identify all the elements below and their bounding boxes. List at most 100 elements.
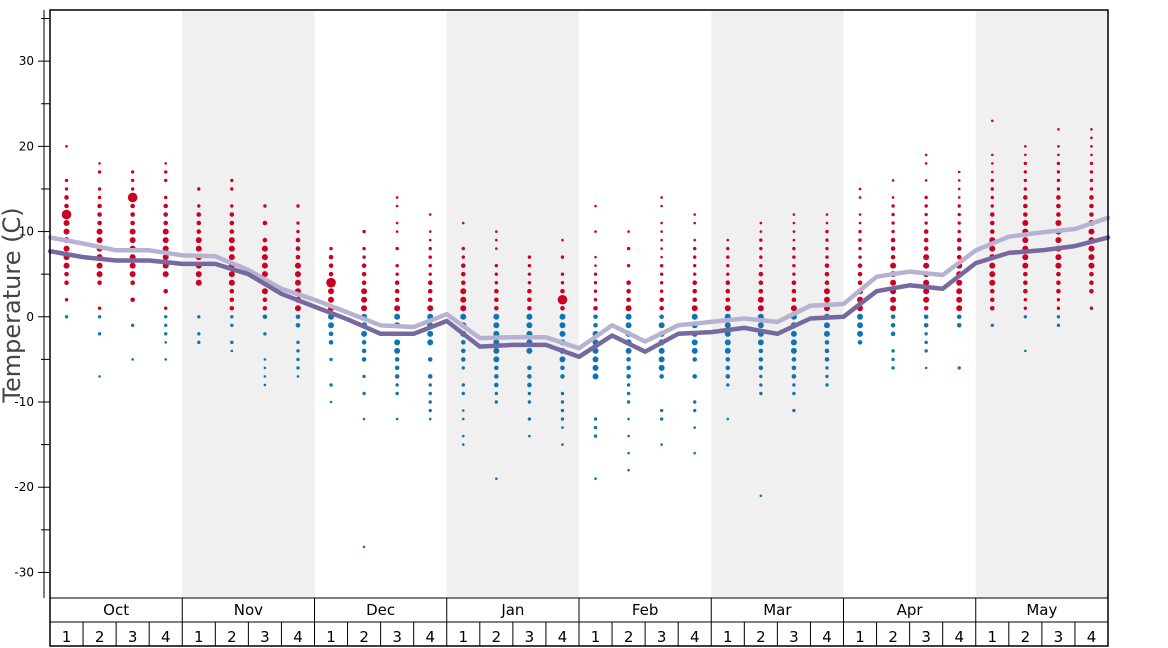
observation-dot bbox=[627, 451, 630, 455]
observation-dot bbox=[460, 263, 466, 268]
observation-dot bbox=[427, 305, 434, 312]
observation-dot bbox=[394, 365, 400, 371]
observation-dot bbox=[130, 280, 135, 285]
observation-dot bbox=[593, 305, 598, 311]
observation-dot bbox=[1055, 254, 1062, 261]
observation-dot bbox=[792, 263, 796, 268]
observation-dot bbox=[627, 417, 630, 421]
observation-dot bbox=[593, 280, 598, 285]
week-label: 2 bbox=[888, 628, 898, 646]
observation-dot bbox=[329, 357, 333, 362]
observation-dot bbox=[127, 192, 138, 203]
observation-dot bbox=[626, 288, 631, 294]
observation-dot bbox=[593, 323, 598, 328]
observation-dot bbox=[96, 228, 103, 235]
observation-dot bbox=[295, 323, 301, 328]
observation-dot bbox=[1090, 136, 1093, 140]
observation-dot bbox=[362, 545, 366, 549]
observation-dot bbox=[460, 357, 466, 362]
observation-dot bbox=[1022, 220, 1029, 227]
observation-dot bbox=[395, 246, 399, 251]
observation-dot bbox=[460, 280, 466, 285]
observation-dot bbox=[825, 374, 829, 379]
observation-dot bbox=[527, 305, 532, 311]
observation-dot bbox=[1056, 187, 1061, 191]
observation-dot bbox=[858, 229, 862, 234]
observation-dot bbox=[428, 238, 432, 242]
observation-dot bbox=[1089, 161, 1094, 166]
observation-dot bbox=[295, 254, 301, 260]
observation-dot bbox=[759, 255, 763, 259]
observation-dot bbox=[990, 162, 994, 165]
observation-dot bbox=[957, 187, 961, 191]
observation-dot bbox=[361, 348, 367, 354]
week-label: 1 bbox=[591, 628, 601, 646]
week-label: 3 bbox=[525, 628, 535, 646]
observation-dot bbox=[63, 262, 70, 269]
observation-dot bbox=[328, 322, 335, 329]
observation-dot bbox=[361, 305, 368, 312]
observation-dot bbox=[626, 365, 631, 371]
observation-dot bbox=[294, 262, 301, 269]
observation-dot bbox=[361, 271, 367, 277]
week-label: 1 bbox=[62, 628, 72, 646]
observation-dot bbox=[394, 305, 401, 312]
observation-dot bbox=[627, 468, 630, 472]
observation-dot bbox=[957, 221, 961, 225]
observation-dot bbox=[295, 314, 301, 320]
observation-dot bbox=[1023, 203, 1028, 209]
observation-dot bbox=[956, 288, 963, 295]
observation-dot bbox=[428, 408, 432, 413]
observation-dot bbox=[129, 237, 136, 244]
observation-dot bbox=[1022, 254, 1029, 261]
observation-dot bbox=[526, 322, 533, 329]
observation-dot bbox=[692, 357, 698, 362]
observation-dot bbox=[626, 357, 631, 362]
observation-dot bbox=[495, 247, 498, 250]
observation-dot bbox=[461, 221, 465, 225]
observation-dot bbox=[625, 322, 632, 329]
observation-dot bbox=[1089, 280, 1094, 285]
observation-dot bbox=[1057, 145, 1060, 148]
observation-dot bbox=[1056, 288, 1061, 294]
observation-dot bbox=[659, 263, 664, 268]
observation-dot bbox=[956, 279, 963, 286]
observation-dot bbox=[989, 297, 995, 303]
observation-dot bbox=[1089, 170, 1094, 174]
observation-dot bbox=[758, 365, 764, 371]
observation-dot bbox=[1089, 271, 1094, 277]
observation-dot bbox=[64, 203, 69, 209]
observation-dot bbox=[857, 313, 864, 320]
observation-dot bbox=[1056, 280, 1061, 285]
observation-dot bbox=[460, 348, 466, 354]
observation-dot bbox=[1023, 271, 1028, 277]
observation-dot bbox=[427, 339, 434, 346]
observation-dot bbox=[857, 330, 864, 337]
observation-dot bbox=[1089, 195, 1094, 200]
month-band-may bbox=[975, 10, 1108, 598]
observation-dot bbox=[64, 187, 69, 191]
observation-dot bbox=[97, 220, 102, 226]
observation-dot bbox=[195, 271, 202, 278]
observation-dot bbox=[97, 212, 102, 217]
observation-dot bbox=[1056, 195, 1061, 200]
observation-dot bbox=[1090, 128, 1093, 131]
observation-dot bbox=[626, 280, 631, 285]
observation-dot bbox=[228, 254, 235, 261]
observation-dot bbox=[560, 288, 565, 294]
observation-dot bbox=[626, 400, 631, 404]
observation-dot bbox=[660, 230, 663, 233]
observation-dot bbox=[594, 264, 597, 267]
observation-dot bbox=[328, 331, 334, 337]
week-label: 4 bbox=[1087, 628, 1097, 646]
observation-dot bbox=[328, 254, 334, 260]
observation-dot bbox=[427, 374, 433, 379]
observation-dot bbox=[1089, 288, 1094, 294]
observation-dot bbox=[1089, 306, 1094, 310]
observation-dot bbox=[790, 339, 797, 346]
observation-dot bbox=[164, 306, 168, 310]
observation-dot bbox=[692, 297, 698, 303]
observation-dot bbox=[296, 204, 300, 208]
observation-dot bbox=[162, 254, 169, 261]
observation-dot bbox=[195, 279, 202, 286]
